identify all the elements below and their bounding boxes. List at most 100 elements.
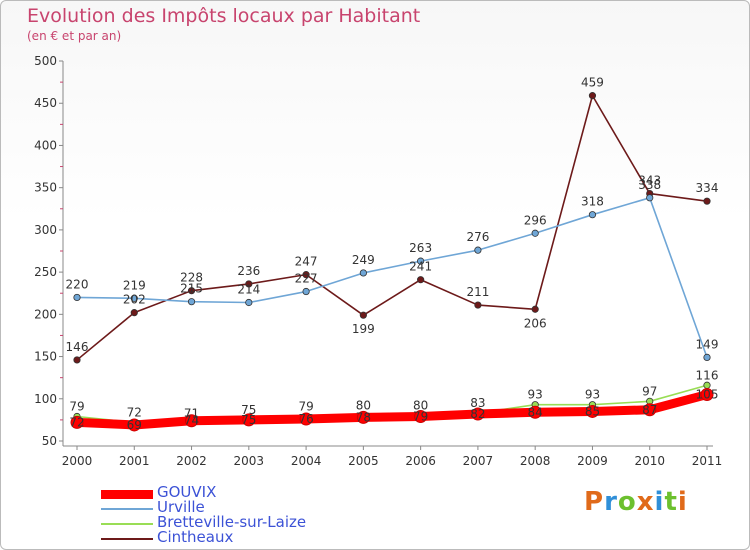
- data-label-gouvix: 82: [470, 407, 485, 421]
- data-label-bretteville-sur-laize: 93: [585, 388, 600, 402]
- x-tick-label: 2002: [176, 454, 207, 468]
- point-cintheaux: [359, 311, 367, 319]
- data-label-bretteville-sur-laize: 83: [470, 396, 485, 410]
- data-label-urville: 263: [409, 241, 432, 255]
- data-label-gouvix: 75: [241, 413, 256, 427]
- point-cintheaux: [588, 92, 597, 100]
- data-label-urville: 249: [352, 253, 375, 267]
- logo-letter: t: [664, 487, 678, 517]
- data-label-gouvix: 87: [642, 403, 657, 417]
- legend-swatch: [101, 508, 153, 510]
- y-tick-label: 350: [34, 181, 57, 195]
- data-label-bretteville-sur-laize: 75: [241, 403, 256, 417]
- data-label-bretteville-sur-laize: 71: [184, 406, 199, 420]
- legend-swatch: [101, 489, 153, 499]
- data-label-bretteville-sur-laize: 93: [528, 388, 543, 402]
- point-cintheaux: [245, 280, 253, 288]
- data-label-urville: 338: [638, 178, 661, 192]
- series-line-cintheaux: [76, 94, 708, 361]
- data-label-gouvix: 74: [184, 414, 199, 428]
- point-gouvix: [127, 418, 141, 432]
- data-label-cintheaux: 146: [66, 340, 89, 354]
- data-label-cintheaux: 228: [180, 271, 203, 285]
- data-label-gouvix: 69: [127, 418, 142, 432]
- point-urville: [187, 298, 196, 306]
- point-cintheaux: [703, 197, 711, 205]
- data-label-urville: 220: [66, 277, 89, 291]
- point-gouvix: [528, 405, 542, 419]
- data-label-bretteville-sur-laize: 97: [642, 384, 657, 398]
- y-tick-label: 400: [34, 138, 57, 152]
- x-tick-label: 2005: [348, 454, 379, 468]
- point-gouvix: [414, 410, 428, 424]
- data-label-cintheaux: 206: [524, 316, 547, 330]
- data-label-cintheaux: 202: [123, 293, 146, 307]
- proxiti-logo: Proxiti: [584, 487, 688, 517]
- data-label-gouvix: 85: [585, 404, 600, 418]
- data-label-gouvix: 79: [413, 410, 428, 424]
- x-tick-label: 2004: [291, 454, 322, 468]
- logo-letter: x: [636, 487, 655, 517]
- data-label-gouvix: 76: [298, 412, 313, 426]
- point-cintheaux: [187, 287, 196, 295]
- data-label-cintheaux: 343: [638, 174, 661, 188]
- data-label-urville: 215: [180, 282, 203, 296]
- data-label-urville: 219: [123, 278, 146, 292]
- point-urville: [130, 294, 138, 302]
- data-label-cintheaux: 459: [581, 76, 604, 90]
- logo-letter: i: [677, 487, 688, 517]
- data-label-cintheaux: 211: [466, 285, 489, 299]
- logo-letter: i: [654, 487, 665, 517]
- y-tick-label: 450: [34, 96, 57, 110]
- point-gouvix: [299, 412, 313, 426]
- x-tick-label: 2010: [634, 454, 665, 468]
- data-label-bretteville-sur-laize: 79: [69, 400, 84, 414]
- x-tick-label: 2007: [463, 454, 494, 468]
- x-tick-label: 2001: [119, 454, 150, 468]
- data-label-cintheaux: 247: [295, 255, 318, 269]
- data-label-urville: 318: [581, 195, 604, 209]
- logo-letter: o: [617, 487, 637, 517]
- y-tick-label: 50: [42, 434, 57, 448]
- y-tick-label: 500: [34, 54, 57, 68]
- chart-title: Evolution des Impôts locaux par Habitant: [27, 5, 421, 27]
- data-label-cintheaux: 236: [237, 264, 260, 278]
- data-label-urville: 214: [237, 283, 260, 297]
- point-urville: [417, 257, 425, 265]
- data-label-bretteville-sur-laize: 80: [413, 399, 428, 413]
- data-label-gouvix: 72: [69, 415, 84, 429]
- legend-swatch: [101, 538, 153, 540]
- x-tick-label: 2006: [405, 454, 436, 468]
- point-urville: [531, 229, 539, 237]
- series-line-gouvix: [72, 390, 712, 430]
- legend-swatch: [101, 523, 153, 525]
- point-cintheaux: [73, 356, 81, 364]
- point-urville: [302, 287, 310, 296]
- point-cintheaux: [417, 276, 425, 284]
- data-label-urville: 296: [524, 213, 547, 227]
- y-tick-label: 250: [34, 265, 57, 279]
- legend-label: GOUVIX: [157, 483, 217, 501]
- point-gouvix: [585, 404, 599, 418]
- point-urville: [703, 353, 711, 361]
- point-urville: [646, 194, 654, 202]
- legend-label: Cintheaux: [157, 528, 234, 546]
- x-tick-label: 2009: [577, 454, 608, 468]
- point-urville: [359, 269, 367, 277]
- x-tick-label: 2008: [520, 454, 551, 468]
- data-label-cintheaux: 334: [696, 181, 719, 195]
- y-tick-label: 100: [34, 392, 57, 406]
- point-cintheaux: [531, 305, 539, 313]
- point-urville: [73, 293, 81, 302]
- data-label-urville: 276: [466, 230, 489, 244]
- legend-label: Bretteville-sur-Laize: [157, 513, 307, 531]
- data-label-urville: 149: [696, 337, 719, 351]
- point-urville: [588, 211, 597, 219]
- logo-letter: r: [604, 487, 618, 517]
- point-gouvix: [471, 407, 485, 421]
- data-label-bretteville-sur-laize: 72: [127, 405, 142, 419]
- y-tick-label: 300: [34, 223, 57, 237]
- data-label-bretteville-sur-laize: 80: [356, 399, 371, 413]
- data-label-bretteville-sur-laize: 79: [298, 400, 313, 414]
